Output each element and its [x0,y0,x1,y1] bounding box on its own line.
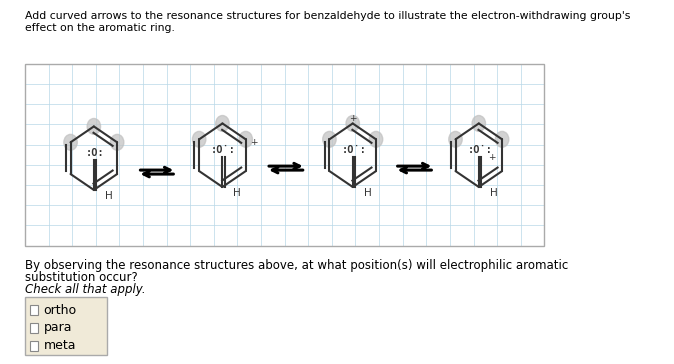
Text: :Ȯ:: :Ȯ: [468,145,493,155]
Text: H: H [490,188,497,198]
Circle shape [369,131,383,147]
Circle shape [87,119,100,134]
Text: By observing the resonance structures above, at what position(s) will electrophi: By observing the resonance structures ab… [25,260,568,272]
Text: :Ȯ:: :Ȯ: [211,145,236,155]
Circle shape [64,134,78,150]
Text: meta: meta [43,339,76,352]
Circle shape [495,131,509,147]
Text: substitution occur?: substitution occur? [25,271,137,284]
Text: H: H [233,188,241,198]
Text: +: + [349,114,357,123]
Text: H: H [104,191,113,201]
Circle shape [192,131,206,147]
Text: para: para [43,321,72,335]
Text: Check all that apply.: Check all that apply. [25,283,146,296]
Text: +: + [250,138,257,147]
Circle shape [472,115,485,131]
Circle shape [239,131,253,147]
Text: H: H [364,188,371,198]
Text: :Ȯ:: :Ȯ: [342,145,367,155]
Text: Add curved arrows to the resonance structures for benzaldehyde to illustrate the: Add curved arrows to the resonance struc… [25,11,630,21]
Text: :O:: :O: [86,148,104,158]
Text: effect on the aromatic ring.: effect on the aromatic ring. [25,23,175,33]
Bar [30,305,38,315]
Bar [25,297,107,355]
Circle shape [111,134,124,150]
Bar [25,64,545,245]
Bar [30,323,38,333]
Text: ortho: ortho [43,304,77,317]
Bar [30,341,38,351]
Circle shape [449,131,462,147]
Text: +: + [488,153,495,162]
Circle shape [216,115,229,131]
Circle shape [323,131,336,147]
Circle shape [346,115,359,131]
